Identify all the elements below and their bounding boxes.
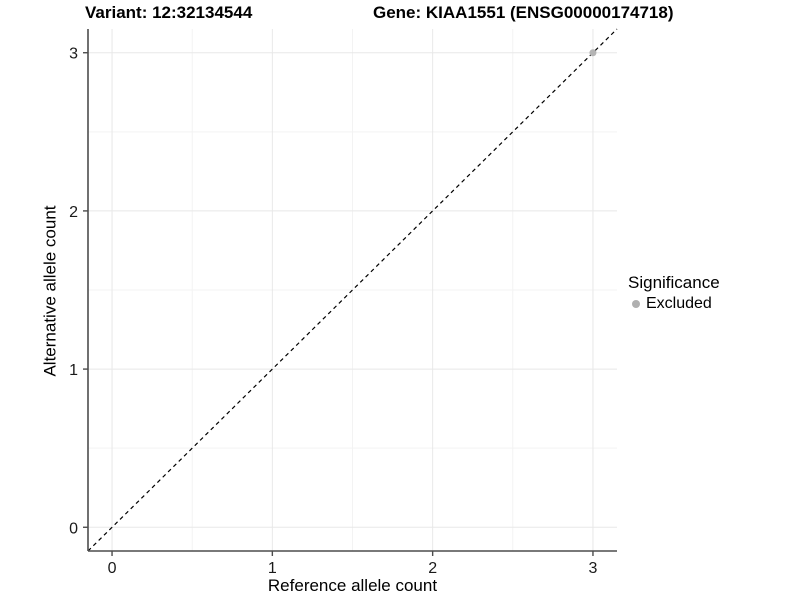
y-tick-label: 3: [69, 46, 78, 63]
legend-item-label: Excluded: [646, 295, 712, 312]
x-axis-title: Reference allele count: [267, 576, 438, 595]
x-tick-label: 0: [108, 560, 117, 577]
gene-title: Gene: KIAA1551 (ENSG00000174718): [373, 3, 674, 22]
identity-line: [87, 28, 618, 552]
x-tick-label: 1: [268, 560, 277, 577]
legend: Significance Excluded: [628, 273, 720, 313]
excluded-point-icon: [632, 299, 640, 308]
x-tick-label: 2: [428, 560, 437, 577]
data-point: [589, 49, 597, 57]
y-axis-title: Alternative allele count: [40, 205, 60, 377]
x-tick-label: 3: [589, 560, 598, 577]
y-tick-label: 1: [69, 362, 78, 379]
variant-title: Variant: 12:32134544: [85, 3, 253, 22]
legend-title: Significance: [628, 273, 720, 292]
legend-item-excluded: Excluded: [628, 294, 720, 313]
y-tick-label: 2: [69, 204, 78, 221]
plot-panel: 0 1 2 3 0 1 2 3: [69, 28, 618, 577]
y-tick-label: 0: [69, 520, 78, 537]
